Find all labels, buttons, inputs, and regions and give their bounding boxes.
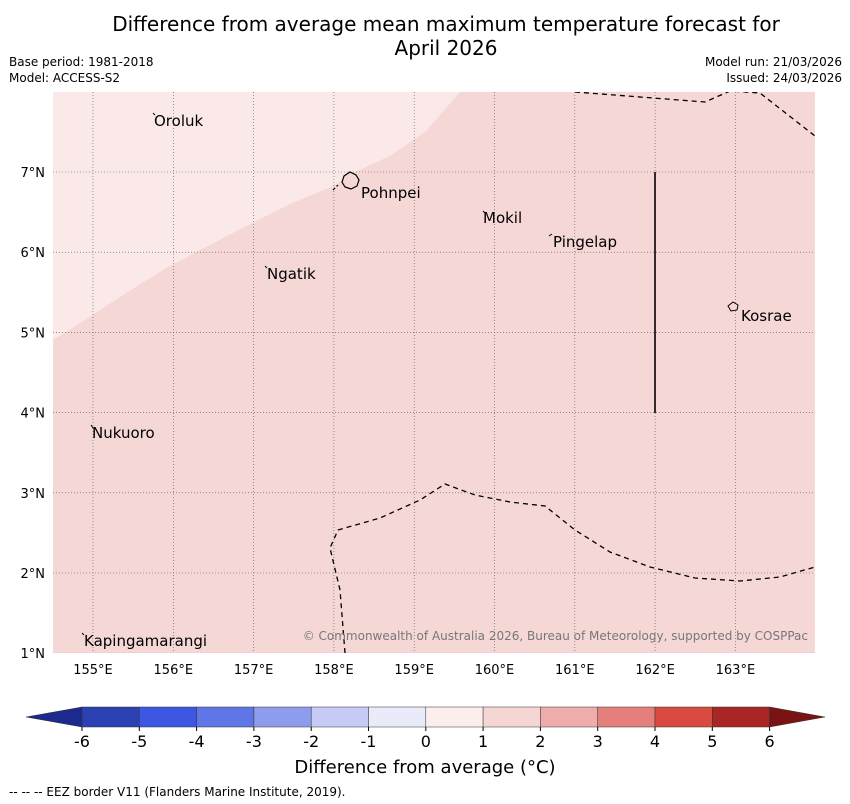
place-label-kosrae: Kosrae: [741, 307, 792, 325]
islet-marks: [81, 112, 553, 636]
colorbar-extend-high: [769, 706, 826, 728]
eez-border-north: [574, 92, 815, 137]
colorbar-bin: [540, 706, 598, 728]
lon-tick-label: 162°E: [635, 663, 675, 678]
colorbar-bin: [482, 706, 541, 728]
attribution-text: © Commonwealth of Australia 2026, Bureau…: [303, 629, 808, 643]
issued-date: Issued: 24/03/2026: [726, 71, 842, 85]
colorbar-extend-low: [25, 706, 83, 728]
place-label-pohnpei: Pohnpei: [361, 184, 421, 202]
footer-note: -- -- -- EEZ border V11 (Flanders Marine…: [9, 785, 346, 799]
meta-right: Model run: 21/03/2026 Issued: 24/03/2026: [705, 54, 842, 86]
colorbar-tick-label: 5: [707, 732, 717, 751]
colorbar-tick-label: 6: [765, 732, 775, 751]
colorbar-tick-label: 1: [478, 732, 488, 751]
lon-tick-label: 163°E: [716, 663, 756, 678]
colorbar-bin: [597, 706, 656, 728]
colorbar-bin: [253, 706, 312, 728]
colorbar-tick-label: -1: [361, 732, 377, 751]
colorbar-tick-label: -6: [74, 732, 90, 751]
colorbar-title: Difference from average (°C): [294, 757, 556, 778]
colorbar-bin: [310, 706, 369, 728]
latitude-labels: 7°N 6°N 5°N 4°N 3°N 2°N 1°N: [21, 166, 46, 662]
colorbar-tick-label: 3: [593, 732, 603, 751]
title-line-2: April 2026: [394, 36, 498, 60]
lon-tick-label: 161°E: [555, 663, 595, 678]
colorbar-tick-label: -2: [303, 732, 319, 751]
place-label-nukuoro: Nukuoro: [92, 424, 155, 442]
colorbar-tick-label: -3: [246, 732, 262, 751]
colorbar-tick-label: 0: [421, 732, 431, 751]
eez-fragment: [332, 184, 339, 191]
lon-tick-label: 156°E: [154, 663, 194, 678]
lon-tick-label: 157°E: [234, 663, 274, 678]
eez-border-south: [329, 483, 815, 653]
lat-tick-label: 4°N: [21, 407, 46, 422]
island-outline-pohnpei: [341, 171, 360, 190]
colorbar-bin: [81, 706, 140, 728]
colorbar: -6 -5 -4 -3 -2 -1 0 1 2 3 4 5 6: [25, 706, 826, 751]
colorbar-tick-label: 2: [535, 732, 545, 751]
lat-tick-label: 7°N: [21, 166, 46, 181]
base-period: Base period: 1981-2018: [9, 55, 154, 69]
place-label-mokil: Mokil: [483, 209, 522, 227]
colorbar-tick-label: -4: [189, 732, 205, 751]
meta-left: Base period: 1981-2018 Model: ACCESS-S2: [9, 54, 154, 86]
model-name: Model: ACCESS-S2: [9, 71, 121, 85]
map-title: Difference from average mean maximum tem…: [0, 12, 850, 60]
place-label-kapingamarangi: Kapingamarangi: [84, 632, 207, 650]
colorbar-bin: [654, 706, 713, 728]
place-label-pingelap: Pingelap: [553, 233, 617, 251]
colorbar-bin: [712, 706, 770, 728]
lat-tick-label: 1°N: [21, 647, 46, 662]
model-run: Model run: 21/03/2026: [704, 55, 842, 69]
colorbar-tick-label: 4: [650, 732, 660, 751]
lon-tick-label: 155°E: [73, 663, 113, 678]
lat-tick-label: 5°N: [21, 326, 46, 341]
colorbar-bin: [196, 706, 255, 728]
lat-tick-label: 6°N: [21, 246, 46, 261]
lon-tick-label: 160°E: [475, 663, 515, 678]
lon-tick-label: 158°E: [314, 663, 354, 678]
anomaly-fill-light: [53, 92, 460, 340]
lat-tick-label: 3°N: [21, 487, 46, 502]
colorbar-tick-label: -5: [131, 732, 147, 751]
lat-tick-label: 2°N: [21, 567, 46, 582]
place-label-ngatik: Ngatik: [267, 265, 316, 283]
island-outline-kosrae: [727, 301, 739, 312]
title-line-1: Difference from average mean maximum tem…: [112, 12, 780, 36]
longitude-labels: 155°E 156°E 157°E 158°E 159°E 160°E 161°E 162°E…: [73, 663, 755, 678]
colorbar-bin: [425, 706, 484, 728]
colorbar-bin: [139, 706, 197, 728]
graticule: [53, 92, 815, 653]
place-label-oroluk: Oroluk: [154, 112, 203, 130]
colorbar-bin: [368, 706, 427, 728]
lon-tick-label: 159°E: [394, 663, 434, 678]
